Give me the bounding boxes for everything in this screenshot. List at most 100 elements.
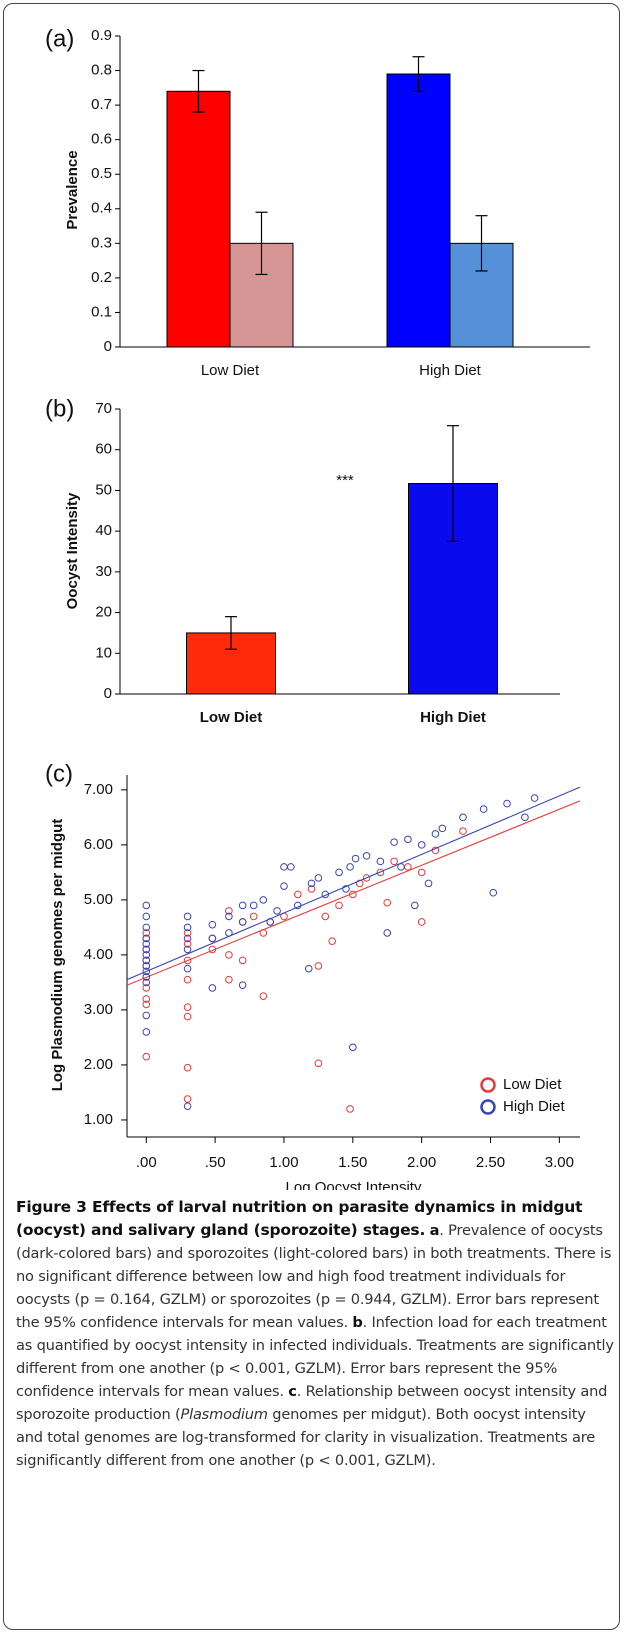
scatter-point <box>335 901 343 910</box>
scatter-point <box>342 885 350 893</box>
x-tick-label: Low Diet <box>200 709 263 726</box>
scatter-point <box>142 956 151 965</box>
caption-italic: Plasmodium <box>180 1406 268 1423</box>
scatter-point <box>238 956 247 965</box>
caption: Figure 3 Effects of larval nutrition on … <box>16 1196 614 1472</box>
error-bar <box>475 215 488 272</box>
y-tick-label: 1.00 <box>84 1111 113 1128</box>
scatter-point <box>438 824 447 833</box>
figure: (a) Prevalence 0 0.1 0.2 0.3 0.4 0.5 0.6 0.7 0.8 0.… <box>45 25 590 1190</box>
scatter-point <box>183 1003 192 1011</box>
y-axis-title: Oocyst Intensity <box>64 492 81 609</box>
error-bar <box>225 616 237 650</box>
scatter-point <box>183 923 192 932</box>
scatter-point <box>287 863 295 871</box>
legend-marker <box>480 1099 496 1115</box>
y-tick-label: 0.9 <box>91 27 112 44</box>
x-tick-label: 2.50 <box>476 1154 505 1171</box>
x-tick-label: .00 <box>136 1154 157 1171</box>
scatter-point <box>142 934 151 943</box>
scatter-point <box>183 956 192 965</box>
scatter-point <box>280 863 288 871</box>
scatter-point <box>304 964 313 973</box>
y-tick-label: 7.00 <box>84 781 113 798</box>
scatter-point <box>183 1102 192 1110</box>
scatter-point <box>208 920 217 929</box>
scatter-point <box>142 973 151 981</box>
y-tick-label: 0.4 <box>91 200 112 217</box>
scatter-point <box>142 940 151 948</box>
scatter-point <box>383 898 392 907</box>
scatter-point <box>314 962 323 970</box>
y-axis-title: Prevalence <box>64 150 81 229</box>
scatter-point <box>293 890 302 899</box>
scatter-point <box>225 907 233 915</box>
scatter-point <box>431 830 440 838</box>
scatter-point <box>459 827 467 835</box>
bar <box>166 90 231 348</box>
y-tick-label: 0.2 <box>91 269 112 286</box>
scatter-point <box>183 975 192 984</box>
scatter-point <box>355 879 364 888</box>
scatter-point <box>259 992 268 1000</box>
y-tick-label: 5.00 <box>84 891 113 908</box>
caption-text: . Prevalence of oocysts (dark-colored ba… <box>16 1222 612 1331</box>
scatter-point <box>183 912 192 921</box>
scatter-point <box>503 799 511 808</box>
y-tick-label: 20 <box>95 604 112 621</box>
y-tick-label: 0.3 <box>91 234 112 251</box>
caption-label: b <box>352 1314 363 1331</box>
scatter-point <box>142 945 151 954</box>
scatter-point <box>530 794 539 802</box>
scatter-point <box>417 841 426 849</box>
scatter-point <box>142 967 151 976</box>
figure-frame <box>3 3 620 1630</box>
y-tick-label: 6.00 <box>84 836 113 853</box>
scatter-point <box>424 879 433 888</box>
scatter-point <box>142 1052 151 1061</box>
scatter-point <box>362 874 371 882</box>
scatter-point <box>183 964 192 973</box>
y-axis-title: Log Plasmodium genomes per midgut <box>49 819 66 1092</box>
x-tick-label: 1.50 <box>338 1154 367 1171</box>
x-tick-label: 3.00 <box>545 1154 574 1171</box>
panel-label: (b) <box>45 395 74 422</box>
scatter-point <box>183 929 192 937</box>
scatter-point <box>142 1028 151 1036</box>
scatter-point <box>208 984 217 992</box>
scatter-point <box>390 838 398 846</box>
scatter-point <box>351 854 360 863</box>
panel-label: (c) <box>45 760 73 787</box>
scatter-point <box>142 901 151 910</box>
scatter-point <box>383 929 392 937</box>
y-tick-label: 10 <box>95 644 112 661</box>
scatter-point <box>410 901 419 910</box>
x-tick-label: High Diet <box>419 362 482 379</box>
scatter-point <box>183 940 192 948</box>
scatter-point <box>142 1011 151 1020</box>
annotation: *** <box>336 472 354 489</box>
scatter-point <box>521 813 529 822</box>
scatter-point <box>249 912 258 921</box>
y-tick-label: 0.6 <box>91 131 112 148</box>
y-tick-label: 4.00 <box>84 946 113 963</box>
scatter-point <box>314 1059 323 1068</box>
error-bar <box>447 425 459 542</box>
scatter-point <box>142 912 151 921</box>
scatter-point <box>208 934 217 943</box>
y-tick-label: 2.00 <box>84 1056 113 1073</box>
scatter-point <box>346 1105 354 1113</box>
scatter-point <box>225 912 233 921</box>
scatter-point <box>314 874 323 882</box>
y-tick-label: 0.7 <box>91 96 112 113</box>
y-tick-label: 0.8 <box>91 62 112 79</box>
scatter-point <box>142 995 151 1003</box>
legend-marker <box>480 1077 496 1093</box>
y-tick-label: 30 <box>95 563 112 580</box>
scatter-point <box>459 813 467 822</box>
y-tick-label: 0.5 <box>91 165 112 182</box>
scatter-point <box>273 907 281 915</box>
legend-label: Low Diet <box>503 1076 562 1093</box>
scatter-point <box>404 835 412 844</box>
